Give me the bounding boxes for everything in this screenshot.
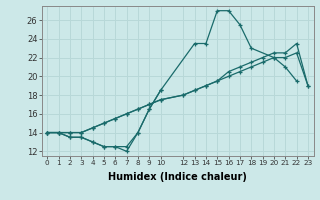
- X-axis label: Humidex (Indice chaleur): Humidex (Indice chaleur): [108, 172, 247, 182]
